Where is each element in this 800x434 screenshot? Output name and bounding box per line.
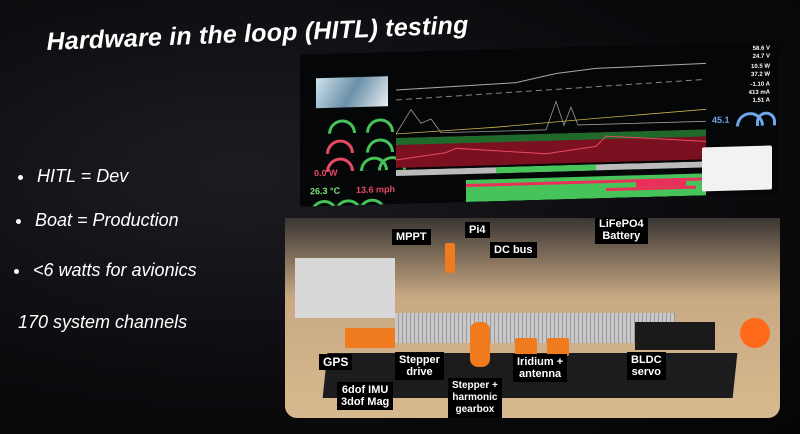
bullet-text: HITL = Dev: [37, 166, 129, 186]
label-mppt: MPPT: [392, 229, 431, 245]
bullet-item: <6 watts for avionics: [14, 260, 197, 281]
pi4-board: [445, 243, 455, 273]
voltage-series: [396, 62, 706, 91]
label-iridium: Iridium + antenna: [513, 354, 568, 382]
bldc-motor: [635, 322, 715, 350]
readout-value: -1.10 A: [750, 81, 770, 89]
gauge-icon: [366, 118, 394, 133]
label-battery: LiFePO4 Battery: [595, 218, 648, 244]
bullet-dot-icon: [16, 218, 21, 224]
label-line: gearbox: [455, 404, 495, 415]
label-gps: GPS: [319, 354, 353, 370]
label-line: antenna: [518, 368, 562, 380]
charge-series: [396, 135, 706, 161]
gauge-icon: [756, 111, 776, 126]
iridium-module: [515, 338, 537, 356]
bullet-text: 170 system channels: [18, 312, 188, 332]
bullet-item: Boat = Production: [16, 210, 179, 231]
readout-value: 37.2 W: [750, 71, 770, 79]
speed-readout: 13.6 mph: [356, 184, 396, 196]
status-bar: [606, 185, 696, 192]
power-series: [396, 108, 706, 135]
bullet-text: <6 watts for avionics: [33, 260, 197, 280]
camera-thumbnail: [316, 76, 388, 109]
gauge-icon: [310, 199, 338, 207]
bullet-text: Boat = Production: [35, 210, 179, 230]
label-line: 3dof Mag: [341, 396, 390, 408]
heading-readout: 45.1: [712, 114, 730, 126]
label-line: drive: [406, 366, 433, 378]
label-stepper-gearbox: Stepper + harmonic gearbox: [448, 378, 502, 418]
gauge-icon: [366, 138, 394, 153]
hitl-bench-photo: MPPT Pi4 DC bus LiFePO4 Battery GPS 6dof …: [285, 218, 780, 418]
readout-value: 24.7 V: [752, 53, 770, 61]
current-series: [396, 100, 706, 135]
label-line: BLDC: [631, 354, 662, 366]
label-line: harmonic: [452, 392, 498, 403]
track-map: [702, 145, 772, 192]
readout-value: 413 mA: [748, 89, 770, 97]
iridium-antenna: [547, 338, 569, 356]
bullet-dot-icon: [14, 268, 19, 274]
time-axis: [396, 78, 706, 101]
label-line: servo: [631, 366, 661, 378]
label-line: Iridium +: [517, 356, 564, 368]
label-imu: 6dof IMU 3dof Mag: [337, 382, 394, 410]
bullet-item: 170 system channels: [18, 312, 187, 333]
label-dc-bus: DC bus: [490, 242, 537, 258]
readout-value: 10.5 W: [750, 63, 770, 71]
gauge-icon: [328, 119, 356, 134]
gps-module: [345, 328, 395, 348]
green-zone: [396, 129, 706, 145]
power-readout: 0.0 W: [314, 167, 338, 179]
status-timeline-chart: [396, 161, 706, 203]
label-line: Stepper +: [452, 380, 498, 391]
status-bar: [496, 164, 596, 174]
gauge-icon: [326, 139, 354, 154]
label-line: Battery: [602, 230, 641, 242]
bullet-dot-icon: [18, 174, 23, 180]
bullet-item: HITL = Dev: [18, 166, 128, 187]
label-pi4: Pi4: [465, 222, 490, 238]
propeller: [740, 318, 770, 348]
state-of-charge-chart: [396, 129, 706, 168]
telemetry-dashboard: 0.0 W 26.3 °C 13.6 mph 58.6 V 24.7 V 10.…: [300, 41, 778, 207]
current-line-chart: [396, 100, 706, 135]
power-supply: [295, 258, 395, 318]
status-bar: [636, 177, 686, 188]
label-line: 6dof IMU: [341, 384, 389, 396]
stepper-gearbox: [470, 322, 490, 367]
label-line: LiFePO4: [599, 218, 644, 230]
voltage-line-chart: [396, 62, 706, 101]
label-line: Stepper: [399, 354, 440, 366]
temperature-readout: 26.3 °C: [310, 185, 341, 197]
label-bldc: BLDC servo: [627, 352, 666, 380]
readout-value: 1.51 A: [752, 97, 770, 105]
readout-value: 58.6 V: [752, 45, 770, 53]
label-stepper-drive: Stepper drive: [395, 352, 444, 380]
